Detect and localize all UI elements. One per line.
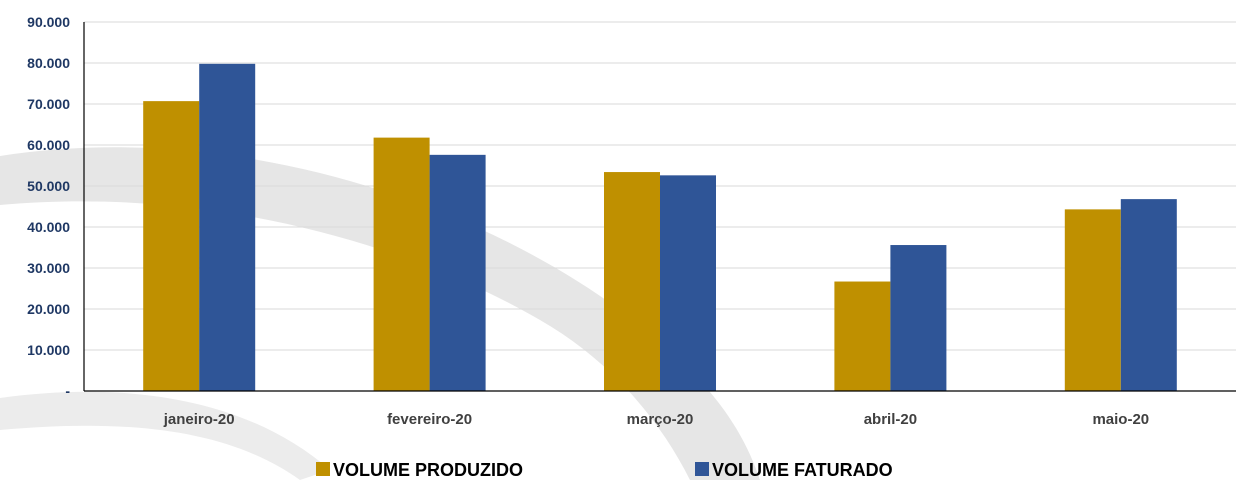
y-tick-label: 60.000 bbox=[27, 137, 70, 153]
watermark-arc bbox=[0, 391, 330, 480]
bar-volume-produzido bbox=[1064, 209, 1121, 391]
bar-volume-faturado bbox=[660, 175, 716, 391]
y-tick-label: 30.000 bbox=[27, 260, 70, 276]
x-category-label: março-20 bbox=[627, 411, 694, 428]
bar-volume-faturado bbox=[429, 154, 486, 391]
bar-volume-produzido bbox=[834, 281, 891, 391]
bar-volume-produzido bbox=[604, 172, 660, 391]
x-category-label: abril-20 bbox=[864, 411, 917, 428]
legend-label: VOLUME PRODUZIDO bbox=[333, 460, 523, 480]
x-axis-category-labels: janeiro-20 fevereiro-20 março-20 abril-20 ma… bbox=[163, 411, 1149, 428]
x-category-label: janeiro-20 bbox=[163, 411, 235, 428]
bar-volume-faturado bbox=[1120, 199, 1177, 391]
bar-volume-produzido bbox=[143, 101, 200, 391]
y-tick-label: - bbox=[65, 383, 70, 399]
y-tick-label: 20.000 bbox=[27, 301, 70, 317]
legend-swatch bbox=[316, 462, 330, 476]
legend: VOLUME PRODUZIDO VOLUME FATURADO bbox=[316, 460, 893, 480]
y-tick-label: 70.000 bbox=[27, 96, 70, 112]
y-tick-label: 50.000 bbox=[27, 178, 70, 194]
y-tick-label: 40.000 bbox=[27, 219, 70, 235]
y-tick-label: 80.000 bbox=[27, 55, 70, 71]
bar-volume-produzido bbox=[373, 137, 430, 391]
bar-volume-faturado bbox=[199, 63, 256, 391]
y-tick-label: 90.000 bbox=[27, 14, 70, 30]
x-category-label: maio-20 bbox=[1092, 411, 1149, 428]
x-category-label: fevereiro-20 bbox=[387, 411, 472, 428]
legend-swatch bbox=[695, 462, 709, 476]
y-axis-tick-labels: - 10.000 20.000 30.000 40.000 50.000 60.000 70.… bbox=[27, 14, 70, 399]
legend-label: VOLUME FATURADO bbox=[712, 460, 893, 480]
y-tick-label: 10.000 bbox=[27, 342, 70, 358]
axes bbox=[83, 22, 1236, 392]
bar-volume-faturado bbox=[890, 245, 947, 391]
bars bbox=[143, 63, 1177, 391]
